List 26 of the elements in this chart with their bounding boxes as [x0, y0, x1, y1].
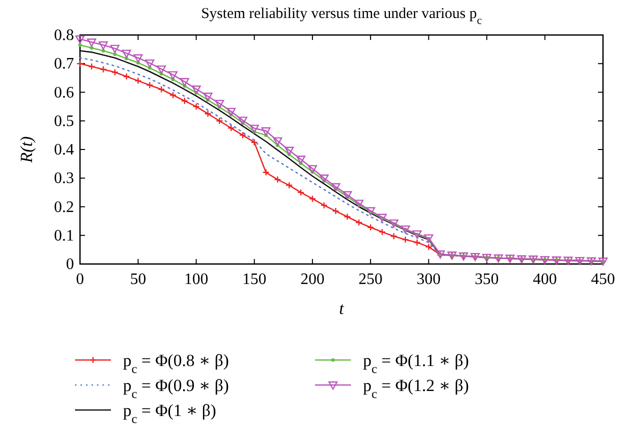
x-tick-label: 350 — [474, 271, 499, 288]
y-tick-label: 0.8 — [54, 27, 74, 44]
x-tick-label: 150 — [242, 271, 266, 288]
x-tick-label: 300 — [416, 271, 441, 288]
legend-label: p$_{c}$ = Φ(1.2 ∗ β) — [363, 376, 469, 401]
chart-title: System reliability versus time under various p$_{c}$ — [201, 6, 482, 27]
legend-label: p$_{c}$ = Φ(0.9 ∗ β) — [123, 376, 229, 401]
x-axis-title: t — [339, 299, 346, 318]
x-tick-label: 450 — [591, 271, 615, 288]
y-tick-label: 0.6 — [54, 84, 74, 102]
y-tick-label: 0.5 — [54, 112, 74, 130]
x-tick-label: 100 — [184, 271, 208, 288]
y-tick-label: 0.1 — [54, 227, 74, 244]
legend-label: p$_{c}$ = Φ(0.8 ∗ β) — [123, 351, 229, 376]
x-tick-label: 400 — [532, 271, 557, 288]
x-tick-label: 200 — [300, 271, 324, 288]
x-tick-label: 250 — [358, 271, 383, 288]
y-tick-label: 0.2 — [54, 198, 74, 216]
y-tick-label: 0 — [66, 256, 74, 273]
y-axis-title: R(t) — [17, 136, 36, 164]
x-tick-label: 50 — [130, 271, 146, 288]
y-tick-label: 0.7 — [54, 56, 74, 73]
y-tick-label: 0.3 — [54, 170, 74, 188]
legend-label: p$_{c}$ = Φ(1.1 ∗ β) — [363, 351, 469, 376]
y-tick-label: 0.4 — [54, 142, 74, 158]
legend-label: p$_{c}$ = Φ(1 ∗ β) — [123, 401, 216, 426]
